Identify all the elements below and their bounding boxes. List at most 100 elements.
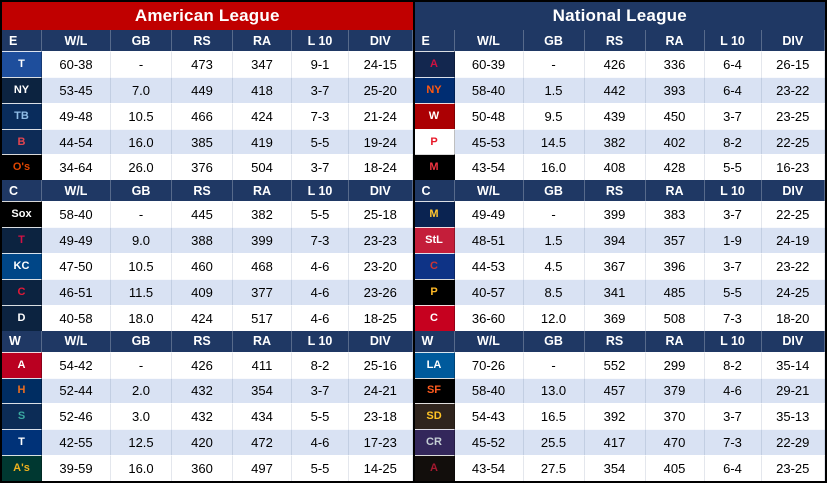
stat-l10: 5-5 [292, 403, 349, 430]
stat-div: 25-16 [349, 351, 413, 378]
stat-wl: 45-52 [454, 429, 524, 456]
stat-gb: 26.0 [111, 154, 172, 181]
stat-wl: 45-53 [454, 128, 524, 155]
column-header-ra: RA [646, 330, 705, 352]
stat-gb: 4.5 [523, 253, 585, 279]
stat-div: 35-13 [761, 403, 825, 430]
stat-div: 23-22 [761, 253, 825, 279]
stat-rs: 552 [584, 351, 646, 378]
column-header-rs: RS [172, 330, 233, 352]
cubs-logo-icon: C [430, 259, 438, 272]
column-header-div: DIV [349, 30, 413, 51]
stat-l10: 3-7 [704, 403, 762, 430]
stat-gb: - [111, 351, 172, 378]
column-header-div: DIV [349, 180, 413, 202]
stat-ra: 497 [233, 455, 292, 481]
stat-gb: 25.5 [523, 429, 585, 456]
stat-rs: 392 [584, 403, 646, 430]
dodgers-logo-icon: LA [426, 358, 442, 371]
stat-gb: 8.5 [523, 278, 585, 305]
team-logo-tigers: D [2, 304, 42, 331]
national-league-division-w: W W/L GB RS RA L 10 DIV LA 70-26-552 299 8-2 35-14 S… [414, 330, 825, 481]
division-label: E [415, 30, 455, 51]
stat-ra: 347 [233, 51, 292, 77]
mariners-logo-icon: S [17, 410, 26, 423]
team-logo-giants: SF [414, 377, 455, 404]
team-logo-royals: KC [2, 253, 42, 279]
stat-ra: 434 [233, 403, 292, 430]
stat-ra: 424 [233, 102, 292, 129]
division-label: C [2, 180, 42, 202]
team-row-rockies: CR 45-52 25.5 417 470 7-3 22-29 [414, 429, 825, 456]
stat-wl: 54-43 [454, 403, 524, 430]
stat-div: 22-25 [761, 201, 825, 228]
stat-div: 25-20 [349, 76, 413, 103]
stat-ra: 450 [645, 102, 705, 129]
stat-rs: 394 [584, 227, 646, 254]
team-logo-mariners: S [2, 403, 42, 430]
stat-l10: 3-7 [292, 76, 349, 103]
stat-div: 25-18 [349, 201, 413, 228]
stat-ra: 419 [233, 128, 292, 155]
stat-gb: 14.5 [523, 128, 585, 155]
column-header-rs: RS [585, 330, 646, 352]
stat-rs: 409 [172, 278, 233, 305]
stat-ra: 354 [233, 377, 292, 404]
national-league-title: National League [414, 2, 825, 30]
stat-rs: 432 [172, 403, 233, 430]
column-header-rs: RS [172, 180, 233, 202]
pirates-logo-icon: P [430, 285, 438, 298]
stat-wl: 58-40 [454, 76, 524, 103]
team-logo-brewers: M [414, 201, 455, 228]
team-logo-padres: SD [414, 403, 455, 430]
phillies-logo-icon: P [430, 135, 438, 148]
stat-gb: 18.0 [111, 304, 172, 331]
column-header-gb: GB [111, 330, 172, 352]
stat-div: 23-25 [761, 455, 825, 481]
stat-gb: 11.5 [111, 278, 172, 305]
stat-wl: 43-54 [454, 154, 524, 181]
stat-rs: 341 [584, 278, 646, 305]
team-logo-cardinals: StL [414, 227, 455, 254]
stat-div: 35-14 [761, 351, 825, 378]
stat-wl: 34-64 [42, 154, 111, 181]
stat-l10: 3-7 [292, 154, 349, 181]
division-label: W [415, 330, 455, 352]
stat-ra: 399 [233, 227, 292, 254]
stat-gb: 1.5 [523, 227, 585, 254]
stat-div: 23-18 [349, 403, 413, 430]
stat-ra: 377 [233, 278, 292, 305]
stat-gb: - [523, 201, 585, 228]
stat-div: 23-23 [349, 227, 413, 254]
stat-wl: 47-50 [42, 253, 111, 279]
stat-rs: 420 [172, 429, 233, 456]
cardinals-logo-icon: StL [425, 234, 443, 247]
stat-div: 24-19 [761, 227, 825, 254]
padres-logo-icon: SD [426, 410, 442, 423]
stat-rs: 457 [584, 377, 646, 404]
stat-rs: 466 [172, 102, 233, 129]
stat-l10: 3-7 [704, 201, 762, 228]
team-logo-nationals: W [414, 102, 455, 129]
stat-l10: 1-9 [704, 227, 762, 254]
athletics-logo-icon: A's [13, 462, 30, 475]
stat-wl: 70-26 [454, 351, 524, 378]
team-row-mariners: S 52-46 3.0 432 434 5-5 23-18 [2, 403, 413, 430]
stat-l10: 4-6 [292, 429, 349, 456]
team-logo-rays: TB [2, 102, 42, 129]
team-row-rays: TB 49-48 10.5 466 424 7-3 21-24 [2, 102, 413, 129]
team-row-reds: C 36-60 12.0 369 508 7-3 18-20 [414, 304, 825, 331]
stat-wl: 48-51 [454, 227, 524, 254]
stat-rs: 408 [584, 154, 646, 181]
team-logo-cubs: C [414, 253, 455, 279]
column-header-l10: L 10 [292, 30, 349, 51]
stat-gb: - [523, 351, 585, 378]
stat-wl: 44-54 [42, 128, 111, 155]
stat-div: 26-15 [761, 51, 825, 77]
stat-div: 18-24 [349, 154, 413, 181]
stat-wl: 52-46 [42, 403, 111, 430]
stat-wl: 58-40 [42, 201, 111, 228]
angels-logo-icon: A [17, 358, 26, 371]
column-header-l10: L 10 [705, 180, 762, 202]
